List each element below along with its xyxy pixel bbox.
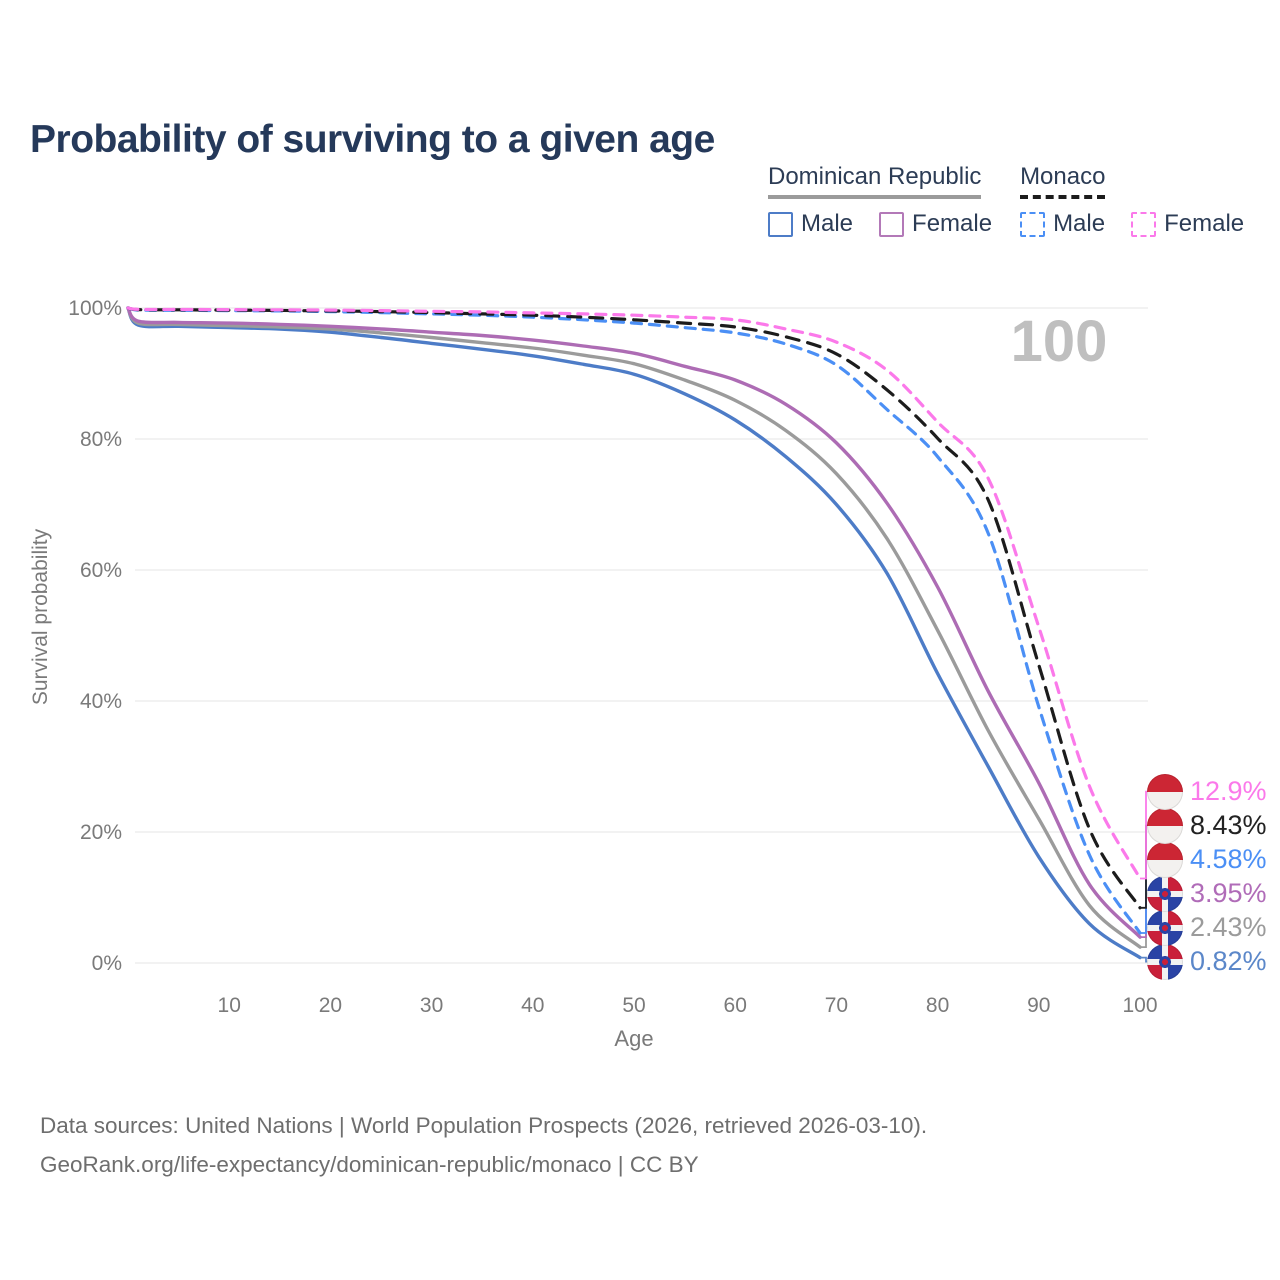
data-sources-footer: Data sources: United Nations | World Pop…	[40, 1106, 927, 1184]
series-line-monaco-male[interactable]	[126, 306, 1142, 935]
legend-item-dr-female: Female	[879, 210, 992, 238]
page-title: Probability of surviving to a given age	[30, 118, 715, 162]
x-tick-label: 40	[521, 994, 544, 1017]
data-sources-line: Data sources: United Nations | World Pop…	[40, 1113, 928, 1138]
monaco-flag-icon	[1147, 841, 1183, 878]
legend-items-row: Male Female	[1020, 210, 1244, 238]
legend-items-row: Male Female	[768, 210, 992, 238]
end-label: 3.95%	[1147, 875, 1267, 912]
y-tick-label: 20%	[80, 821, 122, 844]
attribution-line: GeoRank.org/life-expectancy/dominican-re…	[40, 1152, 699, 1177]
monaco-flag-icon	[1147, 807, 1183, 844]
end-label-value: 4.58%	[1190, 844, 1267, 875]
x-tick-label: 90	[1027, 994, 1050, 1017]
end-label-value: 2.43%	[1190, 912, 1267, 943]
y-tick-label: 0%	[92, 952, 122, 975]
legend-header-monaco: Monaco	[1020, 163, 1106, 199]
y-axis-title: Survival probability	[29, 528, 52, 705]
y-tick-label: 80%	[80, 428, 122, 451]
legend-item-dr-male: Male	[768, 210, 853, 238]
legend-group-monaco: Monaco Male Female	[1020, 163, 1244, 238]
end-label-value: 3.95%	[1190, 878, 1267, 909]
end-label-value: 12.9%	[1190, 776, 1267, 807]
x-tick-label: 30	[420, 994, 443, 1017]
series-line-dominican-republic-female[interactable]	[126, 306, 1142, 939]
legend-item-monaco-female: Female	[1131, 210, 1244, 238]
end-label-value: 0.82%	[1190, 946, 1267, 977]
x-tick-label: 70	[825, 994, 848, 1017]
legend-item-label: Male	[801, 210, 854, 237]
hover-age-watermark: 100	[1011, 309, 1108, 374]
end-label: 4.58%	[1147, 841, 1267, 878]
x-tick-label: 80	[926, 994, 949, 1017]
legend-item-label: Female	[1164, 210, 1245, 237]
end-label: 8.43%	[1147, 807, 1267, 844]
monaco-flag-icon	[1147, 773, 1183, 810]
chart-legend: Dominican Republic Male Female Monaco Ma…	[768, 163, 1244, 238]
end-label: 2.43%	[1147, 909, 1267, 946]
solid-line-swatch-icon	[879, 211, 905, 237]
legend-group-dominican-republic: Dominican Republic Male Female	[768, 163, 992, 238]
end-label: 12.9%	[1147, 773, 1267, 810]
series-line-dominican-republic-male[interactable]	[126, 306, 1142, 960]
end-label-value: 8.43%	[1190, 810, 1267, 841]
x-tick-label: 20	[319, 994, 342, 1017]
dominican-republic-flag-icon	[1147, 875, 1183, 912]
dominican-republic-flag-icon	[1147, 909, 1183, 946]
x-tick-label: 100	[1122, 994, 1157, 1017]
dashed-line-swatch-icon	[1131, 211, 1157, 237]
x-tick-label: 50	[622, 994, 645, 1017]
legend-item-label: Female	[912, 210, 993, 237]
x-axis-title: Age	[614, 1026, 653, 1051]
series-line-monaco-female[interactable]	[126, 306, 1142, 881]
x-tick-label: 60	[724, 994, 747, 1017]
solid-line-swatch-icon	[768, 211, 793, 237]
legend-item-label: Male	[1053, 210, 1106, 237]
y-tick-label: 40%	[80, 690, 122, 713]
legend-header-dominican-republic: Dominican Republic	[768, 163, 982, 199]
series-line-dominican-republic-total[interactable]	[126, 306, 1142, 949]
legend-item-monaco-male: Male	[1020, 210, 1105, 238]
dominican-republic-flag-icon	[1147, 943, 1183, 980]
y-tick-label: 100%	[68, 297, 122, 320]
dashed-line-swatch-icon	[1020, 211, 1046, 237]
y-tick-label: 60%	[80, 559, 122, 582]
series-line-monaco-total[interactable]	[126, 306, 1142, 910]
end-label: 0.82%	[1147, 943, 1267, 980]
x-tick-label: 10	[218, 994, 241, 1017]
